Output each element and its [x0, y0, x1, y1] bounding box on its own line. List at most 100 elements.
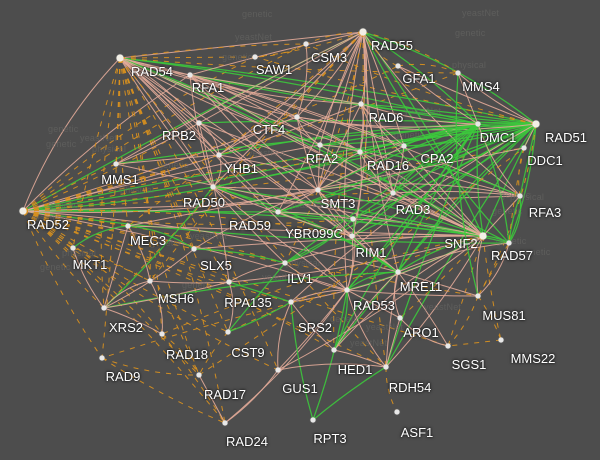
graph-node-rad59[interactable]: [275, 209, 281, 215]
graph-node-snf2[interactable]: [479, 232, 487, 240]
node-label-msh6[interactable]: MSH6: [157, 291, 195, 306]
node-label-rad16[interactable]: RAD16: [367, 158, 409, 173]
graph-node-rfa3[interactable]: [517, 193, 523, 199]
node-label-ctf4[interactable]: CTF4: [252, 122, 286, 137]
node-label-gfa1[interactable]: GFA1: [402, 71, 436, 86]
graph-node-mkt1[interactable]: [70, 245, 76, 251]
graph-node-dmc1[interactable]: [475, 121, 481, 127]
graph-node-rad18[interactable]: [159, 331, 165, 337]
node-label-rad6[interactable]: RAD6: [368, 110, 404, 125]
node-label-rad57[interactable]: RAD57: [491, 248, 533, 263]
node-label-rpt3[interactable]: RPT3: [313, 431, 347, 446]
graph-node-sgs1[interactable]: [445, 343, 451, 349]
graph-node-rad55[interactable]: [359, 28, 367, 36]
graph-node-msh6[interactable]: [147, 278, 153, 284]
node-label-gus1[interactable]: GUS1: [282, 381, 318, 396]
node-label-rfa1[interactable]: RFA1: [191, 80, 225, 95]
graph-node-ybr099c[interactable]: [350, 216, 356, 222]
graph-node-rpt3[interactable]: [310, 417, 316, 423]
graph-node-mms1[interactable]: [113, 161, 119, 167]
graph-node-xrs2[interactable]: [101, 305, 107, 311]
graph-node-ilv1[interactable]: [282, 260, 288, 266]
node-label-yhb1[interactable]: YHB1: [224, 161, 258, 176]
graph-node-slx5[interactable]: [191, 246, 197, 252]
graph-node-rad24[interactable]: [222, 420, 228, 426]
graph-node-rad6[interactable]: [358, 101, 364, 107]
node-label-saw1[interactable]: SAW1: [255, 62, 293, 77]
node-label-cpa2[interactable]: CPA2: [420, 151, 454, 166]
node-label-mre11[interactable]: MRE11: [399, 279, 443, 294]
graph-node-saw1[interactable]: [252, 54, 258, 60]
node-label-rad17[interactable]: RAD17: [204, 387, 246, 402]
node-label-rfa3[interactable]: RFA3: [528, 205, 562, 220]
node-label-rad59[interactable]: RAD59: [229, 218, 271, 233]
node-label-slx5[interactable]: SLX5: [200, 258, 232, 273]
node-label-asf1[interactable]: ASF1: [400, 425, 434, 440]
node-label-srs2[interactable]: SRS2: [298, 320, 332, 335]
graph-node-mms4[interactable]: [455, 70, 461, 76]
node-label-rad50[interactable]: RAD50: [183, 195, 225, 210]
node-label-rad51[interactable]: RAD51: [545, 130, 587, 145]
node-label-dmc1[interactable]: DMC1: [479, 130, 517, 145]
graph-node-rfa1[interactable]: [187, 72, 193, 78]
node-label-hed1[interactable]: HED1: [337, 362, 373, 377]
node-label-rdh54[interactable]: RDH54: [388, 380, 432, 395]
graph-node-csm3[interactable]: [303, 41, 309, 47]
node-label-rad55[interactable]: RAD55: [371, 38, 413, 53]
graph-node-rad3[interactable]: [390, 190, 396, 196]
graph-node-rad53[interactable]: [344, 287, 350, 293]
node-label-snf2[interactable]: SNF2: [444, 236, 478, 251]
graph-node-rdh54[interactable]: [383, 364, 389, 370]
graph-node-yhb1[interactable]: [216, 152, 222, 158]
graph-node-rad51[interactable]: [532, 120, 540, 128]
graph-node-mus81[interactable]: [475, 293, 481, 299]
graph-node-rad16[interactable]: [357, 149, 363, 155]
graph-node-srs2[interactable]: [288, 299, 294, 305]
node-label-xrs2[interactable]: XRS2: [109, 320, 143, 335]
node-label-smt3[interactable]: SMT3: [320, 196, 356, 211]
node-label-mus81[interactable]: MUS81: [482, 308, 526, 323]
graph-node-rfa2[interactable]: [317, 142, 323, 148]
node-label-rad18[interactable]: RAD18: [166, 347, 208, 362]
graph-node-rad9[interactable]: [99, 355, 105, 361]
graph-node-rim1[interactable]: [349, 233, 355, 239]
graph-node-rad52[interactable]: [19, 207, 27, 215]
graph-node-ctf4[interactable]: [294, 114, 300, 120]
node-label-rad53[interactable]: RAD53: [353, 298, 395, 313]
graph-node-asf1[interactable]: [394, 409, 400, 415]
graph-node-rpa135[interactable]: [226, 279, 232, 285]
graph-node-rad17[interactable]: [196, 372, 202, 378]
node-label-rad3[interactable]: RAD3: [395, 202, 431, 217]
node-label-rpa135[interactable]: RPA135: [224, 295, 272, 310]
graph-node-gus1[interactable]: [275, 367, 281, 373]
node-label-mms22[interactable]: MMS22: [510, 351, 556, 366]
graph-node-hed1[interactable]: [331, 347, 337, 353]
node-label-ybr099c[interactable]: YBR099C: [285, 226, 343, 241]
node-label-rad54[interactable]: RAD54: [131, 64, 173, 79]
graph-node-mre11[interactable]: [395, 269, 401, 275]
graph-node-cpa2[interactable]: [401, 143, 407, 149]
graph-node-rpb2[interactable]: [196, 120, 202, 126]
node-label-mec3[interactable]: MEC3: [129, 233, 167, 248]
node-label-ilv1[interactable]: ILV1: [287, 271, 313, 286]
node-label-rim1[interactable]: RIM1: [355, 245, 387, 260]
node-label-mms4[interactable]: MMS4: [462, 79, 500, 94]
node-label-rad9[interactable]: RAD9: [105, 369, 141, 384]
node-label-csm3[interactable]: CSM3: [310, 50, 348, 65]
node-label-rfa2[interactable]: RFA2: [305, 151, 339, 166]
graph-node-mec3[interactable]: [125, 223, 131, 229]
node-label-mms1[interactable]: MMS1: [101, 172, 139, 187]
node-label-rpb2[interactable]: RPB2: [162, 128, 196, 143]
graph-node-mms22[interactable]: [498, 337, 504, 343]
graph-node-cst9[interactable]: [225, 329, 231, 335]
node-label-sgs1[interactable]: SGS1: [451, 357, 487, 372]
node-label-rad24[interactable]: RAD24: [226, 434, 268, 449]
graph-node-gfa1[interactable]: [395, 63, 401, 69]
node-label-ddc1[interactable]: DDC1: [527, 153, 563, 168]
graph-node-aro1[interactable]: [397, 315, 403, 321]
graph-node-smt3[interactable]: [315, 187, 321, 193]
graph-node-ddc1[interactable]: [521, 145, 527, 151]
graph-node-rad50[interactable]: [210, 184, 216, 190]
graph-node-rad57[interactable]: [506, 240, 512, 246]
node-label-cst9[interactable]: CST9: [231, 345, 265, 360]
